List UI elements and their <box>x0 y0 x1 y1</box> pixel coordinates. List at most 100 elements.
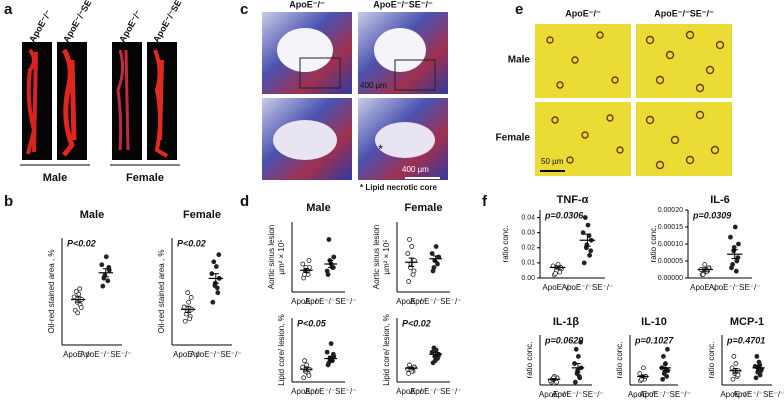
sem-bar <box>575 363 581 373</box>
data-point <box>188 295 194 300</box>
y-tick-label: 0.01 <box>521 260 535 267</box>
p-value: p=0.4701 <box>726 335 765 345</box>
data-point <box>105 278 111 284</box>
data-point <box>554 379 560 385</box>
column-label: ApoE⁻/⁻ <box>289 0 325 9</box>
x-tick-label: ApoE⁻/⁻SE⁻/⁻ <box>639 390 691 399</box>
data-point <box>580 230 586 236</box>
data-point <box>435 261 440 267</box>
panel-label: d <box>240 193 249 210</box>
group-label: Female <box>126 172 164 184</box>
data-point <box>730 261 735 267</box>
group-label: Male <box>43 172 67 184</box>
row-label: Female <box>496 133 531 144</box>
x-tick-label: ApoE⁻/⁻ <box>720 390 750 399</box>
x-tick-label: ApoE⁻/⁻ <box>396 297 426 306</box>
x-tick-label: ApoE⁻/⁻ <box>291 387 321 396</box>
p-value: p=0.0309 <box>692 210 731 220</box>
y-axis-label: Lipid core/ lesion, % <box>277 314 286 386</box>
chart-title: Female <box>183 209 221 221</box>
data-point <box>729 365 735 371</box>
x-tick-label: ApoE⁻/⁻ <box>690 283 720 292</box>
y-axis-label: Aortic sinus lesion <box>372 225 381 289</box>
data-point <box>406 279 412 284</box>
chart-title: Male <box>306 202 330 214</box>
p-value: P<0.02 <box>177 238 206 248</box>
asterisk: * <box>378 141 383 156</box>
y-axis-label: ratio conc. <box>615 342 624 379</box>
data-point <box>186 299 192 305</box>
data-point <box>736 241 741 247</box>
y-axis-label: µm² × 10⁵ <box>277 239 286 274</box>
chart-title: MCP-1 <box>730 316 764 328</box>
sem-bar <box>756 365 761 371</box>
note: * Lipid necrotic core <box>360 183 437 192</box>
p-value: P<0.02 <box>67 238 96 248</box>
panel-label: a <box>4 1 13 18</box>
p-value: P<0.02 <box>402 318 431 328</box>
y-tick-label: 0.00015 <box>658 224 683 231</box>
sem-bar <box>640 374 646 379</box>
data-point <box>573 346 579 352</box>
y-axis-label: Lipid core/ lesion, % <box>382 314 391 386</box>
sem-bar <box>408 366 414 370</box>
data-point <box>99 262 105 268</box>
y-axis-label: Oil-red stained area , % <box>47 249 56 333</box>
data-point <box>331 254 337 260</box>
data-point <box>581 260 587 266</box>
data-point <box>587 252 593 258</box>
x-tick-label: ApoE⁻/⁻SE⁻/⁻ <box>410 297 462 306</box>
data-point <box>215 290 221 296</box>
data-point <box>213 264 219 269</box>
data-point <box>728 234 733 240</box>
data-point <box>324 349 330 355</box>
y-axis-label: ratio conc. <box>649 226 658 263</box>
sem-bar <box>702 267 709 272</box>
data-point <box>660 376 666 382</box>
chart-title: TNF-α <box>557 194 589 206</box>
sample-label: ApoE⁻/⁻SE⁻/⁻ <box>151 0 190 44</box>
data-point <box>753 375 759 381</box>
y-tick-label: 0.00005 <box>658 258 683 265</box>
data-point <box>405 251 411 256</box>
data-point <box>433 244 439 249</box>
column-label: ApoE⁻/⁻SE⁻/⁻ <box>373 0 433 9</box>
sem-bar <box>433 255 439 263</box>
sem-bar <box>328 355 334 362</box>
sem-bar <box>433 352 439 357</box>
p-value: P<0.05 <box>297 318 327 328</box>
panel-label: f <box>482 193 488 210</box>
data-point <box>575 354 581 359</box>
panel-label: c <box>240 1 248 18</box>
data-point <box>300 261 306 267</box>
column-label: ApoE⁻/⁻SE⁻/⁻ <box>654 8 714 18</box>
data-point <box>411 268 417 274</box>
x-tick-label: ApoE⁻/⁻ <box>396 387 426 396</box>
aorta-images <box>20 42 180 166</box>
data-point <box>730 376 736 382</box>
x-tick-label: ApoE⁻/⁻ <box>291 297 321 306</box>
data-point <box>326 237 332 242</box>
x-tick-label: ApoE⁻/⁻ <box>173 350 203 359</box>
x-tick-label: ApoE⁻/⁻ <box>63 350 93 359</box>
y-tick-label: 0.00 <box>521 275 535 282</box>
data-point <box>73 289 79 294</box>
y-axis-label: ratio conc. <box>525 342 534 379</box>
sem-bar <box>328 260 334 268</box>
sample-label: ApoE⁻/⁻ <box>117 8 144 44</box>
sem-bar <box>185 305 192 313</box>
data-point <box>216 252 222 258</box>
sem-bar <box>733 368 738 374</box>
data-point <box>432 358 438 364</box>
data-point <box>77 286 83 292</box>
data-point <box>409 244 415 249</box>
sem-bar <box>303 268 309 273</box>
data-point <box>302 358 307 364</box>
data-point <box>572 379 578 385</box>
sem-bar <box>75 296 82 303</box>
sem-bar <box>303 366 309 372</box>
x-tick-label: ApoE⁻/⁻SE⁻/⁻ <box>562 283 614 292</box>
data-point <box>324 268 330 274</box>
chart-title: IL-6 <box>710 194 730 206</box>
